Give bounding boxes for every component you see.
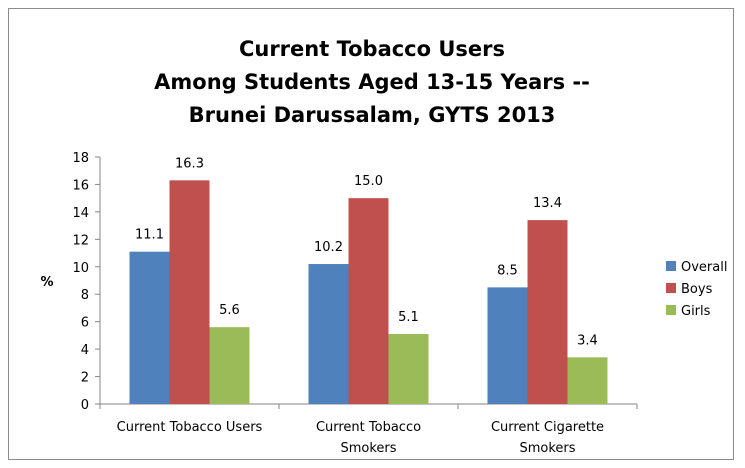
y-tick-label: 14 — [72, 206, 89, 221]
chart-title: Current Tobacco Users Among Students Age… — [154, 37, 590, 127]
y-tick-label: 0 — [81, 398, 89, 413]
data-label: 10.2 — [314, 240, 343, 255]
legend-swatch-boys — [666, 283, 676, 293]
x-tick-label: Current Tobacco Users — [117, 420, 263, 435]
y-tick-label: 12 — [72, 233, 89, 248]
data-label: 15.0 — [354, 174, 383, 189]
x-tick-label: Smokers — [519, 441, 575, 456]
x-tick-label: Current Tobacco — [316, 420, 421, 435]
data-label: 13.4 — [533, 196, 562, 211]
data-label: 3.4 — [577, 333, 598, 348]
bar-girls — [388, 334, 429, 404]
bar-boys — [169, 180, 210, 404]
data-label: 5.1 — [398, 310, 419, 325]
legend-label-boys: Boys — [681, 282, 713, 297]
bar-girls — [567, 357, 608, 404]
data-label: 5.6 — [219, 303, 240, 318]
bar-overall — [129, 251, 170, 404]
legend-label-girls: Girls — [681, 304, 711, 319]
x-tick-label: Current Cigarette — [491, 420, 604, 435]
legend-swatch-girls — [666, 305, 676, 315]
data-label: 16.3 — [175, 156, 204, 171]
y-axis-label: % — [40, 275, 53, 290]
legend-label-overall: Overall — [681, 260, 727, 275]
x-tick-label: Smokers — [340, 441, 396, 456]
legend-swatch-overall — [666, 261, 676, 271]
data-label: 11.1 — [135, 228, 164, 243]
y-tick-label: 2 — [81, 371, 89, 386]
y-tick-label: 8 — [81, 288, 89, 303]
bar-overall — [308, 264, 349, 404]
y-tick-label: 16 — [72, 178, 89, 193]
bar-overall — [487, 287, 528, 404]
y-tick-label: 6 — [81, 316, 89, 331]
bar-boys — [527, 220, 568, 404]
bar-girls — [209, 327, 250, 404]
y-tick-label: 10 — [72, 261, 89, 276]
bar-boys — [348, 198, 389, 404]
data-label: 8.5 — [497, 263, 518, 278]
y-tick-label: 4 — [81, 343, 89, 358]
y-tick-label: 18 — [72, 151, 89, 166]
